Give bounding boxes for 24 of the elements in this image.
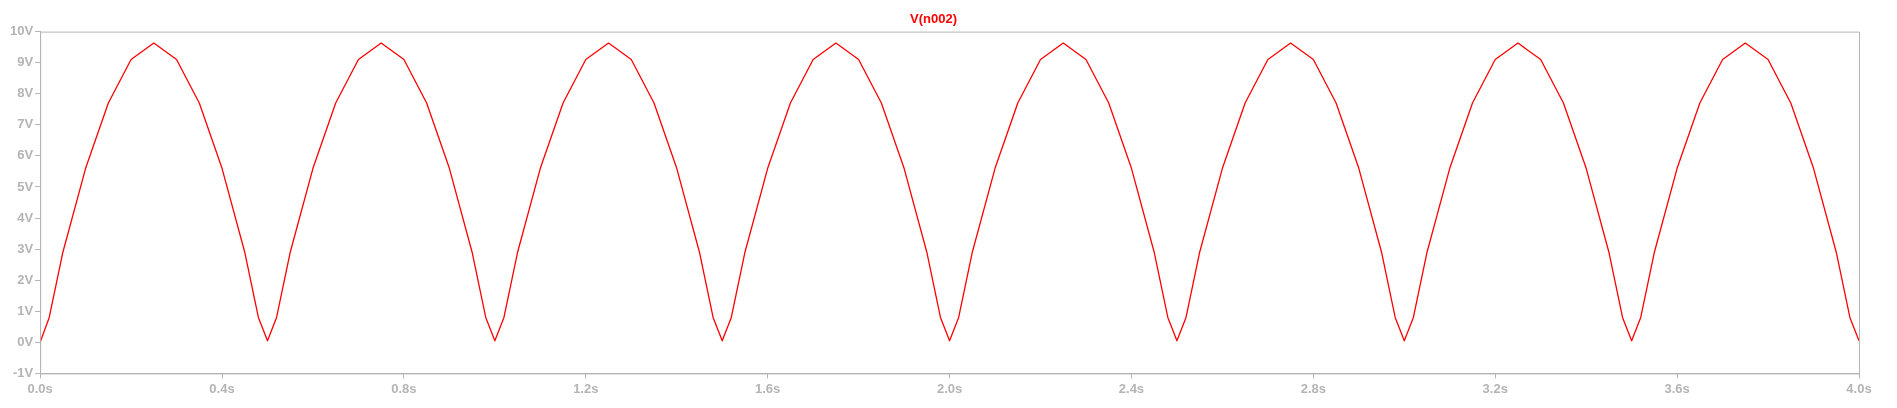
x-tick-label: 0.0s (27, 380, 53, 396)
x-tick-label: 3.2s (1482, 380, 1508, 396)
y-tick-label: 6V (17, 147, 34, 163)
x-tick-label: 1.2s (573, 380, 599, 396)
x-tick-label: 2.8s (1300, 380, 1326, 396)
y-tick-label: 7V (17, 116, 34, 132)
x-tick-label: 1.6s (755, 380, 781, 396)
x-tick-label: 3.6s (1664, 380, 1690, 396)
y-tick-label: 0V (17, 333, 34, 349)
x-tick-label: 2.4s (1118, 380, 1145, 396)
chart-title: V(n002) (910, 11, 957, 27)
y-tick-label: 2V (17, 271, 34, 287)
y-tick-label: 8V (17, 85, 34, 101)
y-tick-label: 4V (17, 209, 34, 225)
y-tick-label: 10V (9, 23, 34, 39)
y-tick-label: 9V (17, 54, 34, 70)
y-tick-label: 3V (17, 240, 34, 256)
x-tick-label: 2.0s (936, 380, 963, 396)
y-tick-label: 5V (17, 178, 34, 194)
x-tick-label: 4.0s (1846, 380, 1872, 396)
x-tick-label: 0.4s (209, 380, 235, 396)
y-tick-label: -1V (12, 364, 34, 380)
y-tick-label: 1V (17, 302, 34, 318)
x-tick-label: 0.8s (391, 380, 417, 396)
